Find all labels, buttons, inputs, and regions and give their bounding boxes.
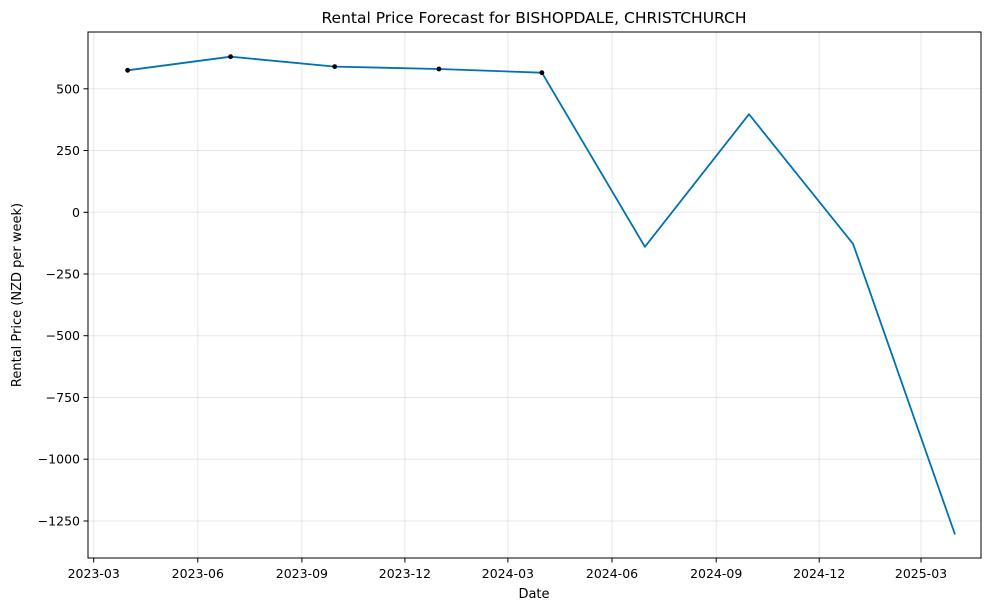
y-tick-label: −750: [46, 390, 80, 405]
x-tick-label: 2024-03: [482, 566, 534, 581]
y-axis-label: Rental Price (NZD per week): [10, 203, 25, 387]
axis-ticks: 2023-03 2023-06 2023-09 2023-12 2024-03 2024-…: [38, 81, 947, 581]
y-tick-label: −250: [46, 267, 80, 282]
x-tick-label: 2024-12: [793, 566, 845, 581]
plot-frame: [87, 31, 982, 559]
x-tick-label: 2023-12: [379, 566, 431, 581]
x-tick-label: 2024-06: [586, 566, 638, 581]
y-tick-label: −500: [46, 328, 80, 343]
observed-point: [228, 54, 234, 60]
observed-point: [539, 70, 545, 76]
plot-background: [88, 32, 981, 558]
y-tick-label: 500: [56, 81, 80, 96]
x-tick-label: 2023-09: [276, 566, 328, 581]
observed-point: [125, 67, 130, 73]
chart-title: Rental Price Forecast for BISHOPDALE, CH…: [321, 9, 746, 27]
x-tick-label: 2023-03: [68, 566, 120, 581]
x-tick-label: 2024-09: [690, 566, 742, 581]
y-tick-label: −1250: [38, 514, 80, 529]
y-tick-label: −1000: [38, 452, 80, 467]
y-tick-label: 0: [72, 205, 80, 220]
y-tick-label: 250: [56, 143, 80, 158]
x-tick-label: 2025-03: [895, 566, 947, 581]
observed-point: [436, 66, 442, 72]
grid-lines: [88, 32, 981, 558]
observed-points-layer: [125, 54, 545, 76]
x-tick-label: 2023-06: [172, 566, 224, 581]
observed-point: [332, 64, 338, 69]
x-axis-label: Date: [518, 587, 549, 602]
